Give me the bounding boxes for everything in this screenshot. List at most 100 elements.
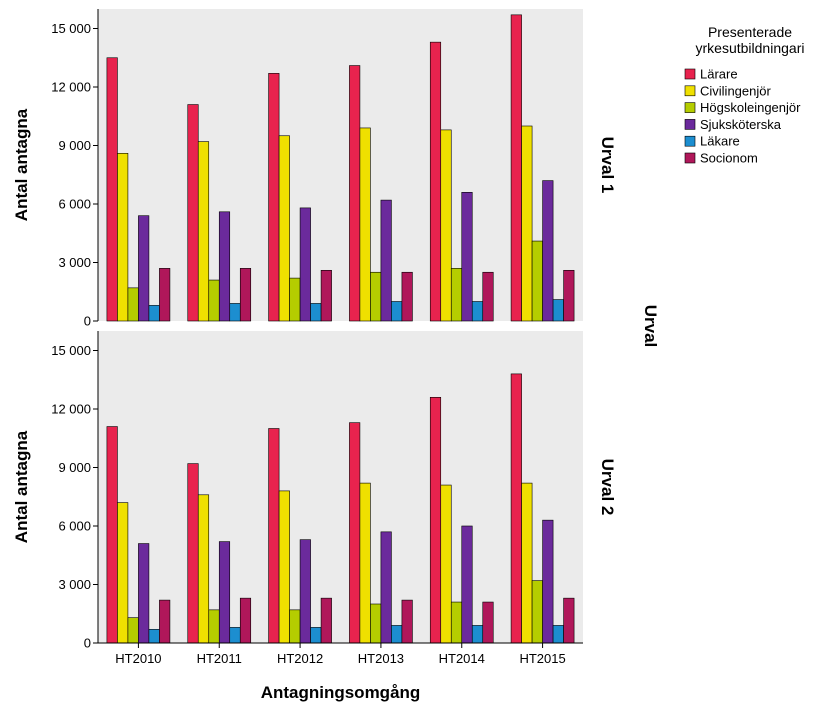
bar xyxy=(451,602,462,643)
bar xyxy=(402,600,413,643)
legend-label: Civilingenjör xyxy=(700,83,771,98)
bar xyxy=(209,280,220,321)
bar xyxy=(381,532,392,643)
y-tick-label: 0 xyxy=(84,636,91,651)
bar xyxy=(564,270,575,321)
x-tick-label: HT2014 xyxy=(439,651,485,666)
bar xyxy=(511,15,522,321)
panel-background-2 xyxy=(98,331,583,643)
x-tick-label: HT2010 xyxy=(115,651,161,666)
facet-strip-label: Urval xyxy=(641,305,660,348)
bar xyxy=(300,208,311,321)
legend-swatch xyxy=(685,153,695,163)
bar xyxy=(128,288,138,321)
y-tick-label: 9 000 xyxy=(58,138,91,153)
bar xyxy=(279,491,290,643)
bar xyxy=(430,42,441,321)
bar xyxy=(402,272,413,321)
bar xyxy=(441,485,452,643)
x-axis-title: Antagningsomgång xyxy=(261,683,421,702)
bar xyxy=(117,153,128,321)
bar xyxy=(240,598,251,643)
bar xyxy=(483,602,494,643)
y-tick-label: 3 000 xyxy=(58,577,91,592)
bar xyxy=(279,136,290,321)
y-tick-label: 3 000 xyxy=(58,255,91,270)
bar xyxy=(149,629,160,643)
bar xyxy=(462,526,473,643)
bar xyxy=(360,483,371,643)
bar xyxy=(107,58,118,321)
bar xyxy=(240,268,251,321)
legend-title-line-1: Presenterade xyxy=(708,24,792,40)
bar xyxy=(543,181,554,321)
y-axis-title: Antal antagna xyxy=(12,430,31,543)
y-tick-label: 9 000 xyxy=(58,460,91,475)
bar xyxy=(188,464,199,643)
bar xyxy=(532,581,543,643)
bar xyxy=(360,128,371,321)
bar xyxy=(311,627,322,643)
bar xyxy=(564,598,575,643)
y-tick-label: 6 000 xyxy=(58,197,91,212)
bar xyxy=(451,268,462,321)
x-tick-label: HT2012 xyxy=(277,651,323,666)
legend-swatch xyxy=(685,69,695,79)
bar xyxy=(543,520,554,643)
y-tick-label: 12 000 xyxy=(51,402,91,417)
facet-label: Urval 1 xyxy=(598,137,617,194)
legend-label: Högskoleingenjör xyxy=(700,100,801,115)
bar xyxy=(483,272,494,321)
bar xyxy=(300,540,311,643)
bar xyxy=(511,374,522,643)
bar xyxy=(391,625,402,643)
bar xyxy=(138,216,149,321)
bar xyxy=(230,303,241,321)
bar xyxy=(230,627,241,643)
bar xyxy=(441,130,452,321)
bar xyxy=(269,429,280,644)
bar xyxy=(311,303,322,321)
legend-swatch xyxy=(685,136,695,146)
x-tick-label: HT2013 xyxy=(358,651,404,666)
bar xyxy=(321,598,332,643)
legend-label: Socionom xyxy=(700,151,758,166)
legend-label: Lärare xyxy=(700,67,738,82)
y-axis-title: Antal antagna xyxy=(12,108,31,221)
y-tick-label: 15 000 xyxy=(51,343,91,358)
bar xyxy=(472,302,483,322)
bar xyxy=(290,610,301,643)
bar xyxy=(107,427,118,643)
facet-label: Urval 2 xyxy=(598,459,617,516)
legend-label: Sjuksköterska xyxy=(700,117,782,132)
bar xyxy=(370,272,381,321)
legend-swatch xyxy=(685,103,695,113)
legend-title-line-2: yrkesutbildningari xyxy=(696,40,805,56)
bar xyxy=(522,483,533,643)
bar xyxy=(149,305,160,321)
bar xyxy=(219,542,230,643)
legend-label: Läkare xyxy=(700,134,740,149)
bar xyxy=(553,625,564,643)
y-tick-label: 12 000 xyxy=(51,80,91,95)
bar xyxy=(349,66,360,321)
bar xyxy=(269,73,280,321)
bar xyxy=(522,126,533,321)
bar xyxy=(430,397,441,643)
bar xyxy=(159,600,170,643)
bar xyxy=(209,610,220,643)
y-tick-label: 15 000 xyxy=(51,21,91,36)
bar xyxy=(370,604,381,643)
bar xyxy=(391,302,402,322)
y-tick-label: 0 xyxy=(84,314,91,329)
bar xyxy=(532,241,543,321)
panel-background-1 xyxy=(98,9,583,321)
bar xyxy=(138,544,149,643)
bar xyxy=(198,142,209,321)
bar xyxy=(128,618,138,643)
x-tick-label: HT2015 xyxy=(519,651,565,666)
bar xyxy=(159,268,170,321)
bar xyxy=(321,270,332,321)
legend-swatch xyxy=(685,86,695,96)
